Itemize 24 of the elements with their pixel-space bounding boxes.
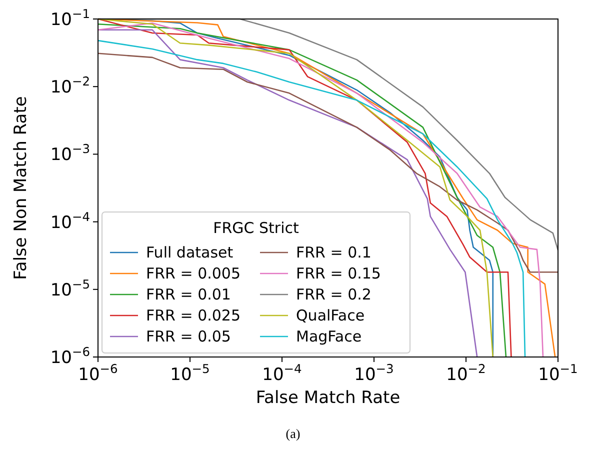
y-tick-label: 10$^{−5}$ xyxy=(50,277,90,300)
y-tick-label: 10$^{−1}$ xyxy=(50,7,90,30)
x-axis-title: False Match Rate xyxy=(256,388,400,408)
legend-label: QualFace xyxy=(296,306,365,324)
x-tick-label: 10$^{−1}$ xyxy=(538,362,578,385)
text: (a) xyxy=(286,426,300,441)
legend-label: FRR = 0.2 xyxy=(296,286,372,304)
y-axis-title: False Non Match Rate xyxy=(11,96,31,280)
legend-label: FRR = 0.05 xyxy=(146,328,231,346)
x-tick-label: 10$^{−3}$ xyxy=(354,362,394,385)
y-tick-label: 10$^{−2}$ xyxy=(50,74,90,98)
y-tick-label: 10$^{−3}$ xyxy=(50,142,90,166)
x-tick-label: 10$^{−2}$ xyxy=(446,362,486,385)
y-tick-label: 10$^{−4}$ xyxy=(50,210,90,233)
legend-label: FRR = 0.005 xyxy=(146,264,241,282)
legend-label: FRR = 0.1 xyxy=(296,244,372,262)
x-tick-label: 10$^{−4}$ xyxy=(262,362,302,385)
legend-label: FRR = 0.15 xyxy=(296,264,381,282)
x-tick-label: 10$^{−5}$ xyxy=(170,362,210,385)
legend-label: FRR = 0.025 xyxy=(146,306,241,324)
legend-label: FRR = 0.01 xyxy=(146,286,231,304)
legend-label: Full dataset xyxy=(146,244,234,262)
legend-title: FRGC Strict xyxy=(213,219,300,237)
legend-label: MagFace xyxy=(296,328,362,346)
